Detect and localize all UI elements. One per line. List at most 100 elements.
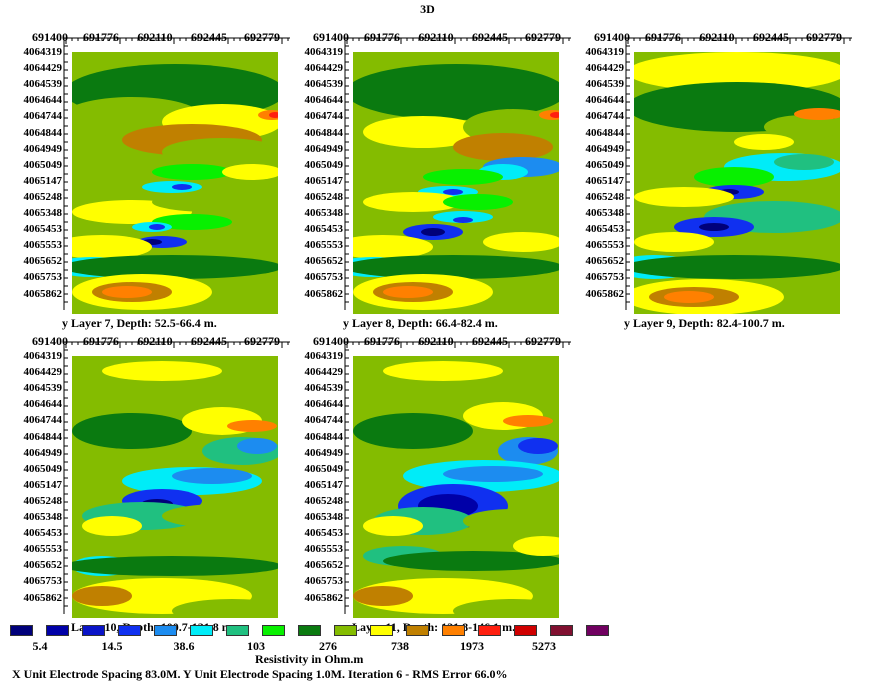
contour-zone: [784, 137, 840, 157]
y-tick-label: 4064949: [304, 142, 344, 155]
y-axis-ticks: 4064319 4064429 4064539 4064644 4064744 40648…: [0, 44, 63, 314]
contour-map: [353, 52, 559, 314]
contour-zone: [634, 52, 840, 92]
x-tick-label: 692445: [472, 334, 508, 348]
contour-zone: [363, 116, 483, 148]
resistivity-map: [353, 356, 559, 618]
contour-zone: [518, 438, 558, 454]
y-tick-label: 4065348: [304, 207, 344, 219]
y-tick-label: 4064319: [23, 46, 63, 58]
y-tick-label: 4065862: [304, 591, 344, 604]
x-tick-label: 692445: [191, 30, 227, 44]
x-tick-label: 692779: [525, 30, 561, 44]
y-tick-label: 4065652: [23, 559, 63, 572]
contour-zone: [72, 556, 278, 576]
x-axis-ticks: 691400 691776 692110 692445 692779: [32, 30, 290, 44]
y-tick-label: 4065049: [304, 158, 344, 171]
contour-zone: [222, 164, 278, 180]
contour-zone: [694, 167, 774, 187]
contour-zone: [237, 438, 277, 454]
contour-zone: [699, 223, 729, 231]
x-tick-label: 692779: [806, 30, 842, 44]
legend-swatch: [550, 625, 573, 636]
resistivity-map: [353, 52, 559, 314]
x-tick-label: 691400: [32, 334, 68, 348]
y-tick-label: 4065553: [585, 239, 625, 252]
contour-zone: [353, 255, 559, 279]
y-tick-label: 4064644: [304, 398, 344, 411]
y-tick-label: 4065248: [304, 190, 344, 203]
contour-zone: [453, 133, 553, 161]
contour-zone: [423, 169, 503, 185]
y-tick-label: 4064844: [23, 430, 63, 443]
layer-panel: 691400 691776 692110 692445 692779 4064319 406…: [281, 318, 571, 634]
y-tick-label: 4065453: [304, 223, 344, 236]
y-tick-label: 4064644: [23, 398, 63, 411]
y-tick-label: 4065248: [585, 190, 625, 203]
y-tick-label: 4064429: [304, 62, 344, 75]
legend-swatch: [370, 625, 393, 636]
legend-swatch: [154, 625, 177, 636]
axis-frame: [344, 341, 571, 614]
legend-swatch: [586, 625, 609, 636]
contour-zone: [453, 217, 473, 223]
y-tick-label: 4065049: [585, 158, 625, 171]
contour-zone: [72, 586, 132, 606]
x-axis-ticks: 691400 691776 692110 692445 692779: [313, 30, 571, 44]
y-tick-label: 4065147: [304, 174, 344, 187]
x-tick-label: 691776: [83, 334, 119, 348]
y-axis-ticks: 4064319 4064429 4064539 4064644 4064744 40648…: [281, 44, 344, 314]
y-tick-label: 4064429: [23, 62, 63, 75]
x-axis-ticks: 691400 691776 692110 692445 692779: [32, 334, 290, 348]
legend-label: 276: [319, 639, 337, 653]
legend-label: 5.4: [32, 639, 48, 653]
y-tick-label: 4065553: [23, 239, 63, 252]
x-tick-label: 692445: [191, 334, 227, 348]
y-tick-label: 4065753: [304, 271, 344, 284]
contour-zone: [513, 536, 559, 556]
contour-zone: [463, 509, 559, 533]
contour-zone: [774, 154, 834, 170]
y-tick-label: 4064744: [23, 414, 63, 427]
contour-zone: [443, 466, 543, 482]
x-tick-label: 692779: [525, 334, 561, 348]
legend-label: 1973: [460, 639, 484, 653]
contour-zone: [152, 164, 232, 180]
y-tick-label: 4065753: [23, 271, 63, 284]
x-axis-ticks: 691400 691776 692110 692445 692779: [313, 334, 571, 348]
y-tick-label: 4065348: [304, 511, 344, 523]
contour-zone: [483, 232, 559, 252]
y-tick-label: 4064539: [585, 78, 625, 91]
x-axis-ticks: 691400 691776 692110 692445 692779: [594, 30, 852, 44]
legend-swatch: [118, 625, 141, 636]
y-tick-label: 4065453: [585, 223, 625, 236]
x-tick-label: 692110: [137, 30, 173, 44]
y-tick-label: 4064844: [304, 126, 344, 139]
y-tick-label: 4065553: [304, 543, 344, 556]
legend-swatch: [190, 625, 213, 636]
y-tick-label: 4064844: [304, 430, 344, 443]
y-tick-label: 4065453: [304, 527, 344, 540]
contour-zone: [634, 255, 840, 279]
x-tick-label: 692445: [472, 30, 508, 44]
legend-swatch: [226, 625, 249, 636]
legend-swatch: [442, 625, 465, 636]
layer-caption: y Layer 9, Depth: 82.4-100.7 m.: [624, 316, 785, 330]
y-tick-label: 4065753: [585, 271, 625, 284]
x-tick-label: 692445: [753, 30, 789, 44]
contour-zone: [664, 291, 714, 303]
y-tick-label: 4064644: [304, 94, 344, 107]
y-tick-label: 4064319: [304, 350, 344, 362]
layer-panel: 691400 691776 692110 692445 692779 4064319 406…: [0, 318, 290, 634]
y-tick-label: 4064319: [304, 46, 344, 58]
y-tick-label: 4065753: [304, 575, 344, 588]
y-tick-label: 4065049: [23, 158, 63, 171]
color-legend: 5.4 14.5 38.6 103 276 738 1973 5273: [10, 625, 630, 675]
legend-label: 38.6: [173, 639, 195, 653]
contour-zone: [172, 184, 192, 190]
y-tick-label: 4064319: [585, 46, 625, 58]
y-tick-label: 4064644: [585, 94, 625, 107]
y-tick-label: 4065862: [23, 591, 63, 604]
y-tick-label: 4064844: [585, 126, 625, 139]
contour-zone: [353, 413, 473, 449]
